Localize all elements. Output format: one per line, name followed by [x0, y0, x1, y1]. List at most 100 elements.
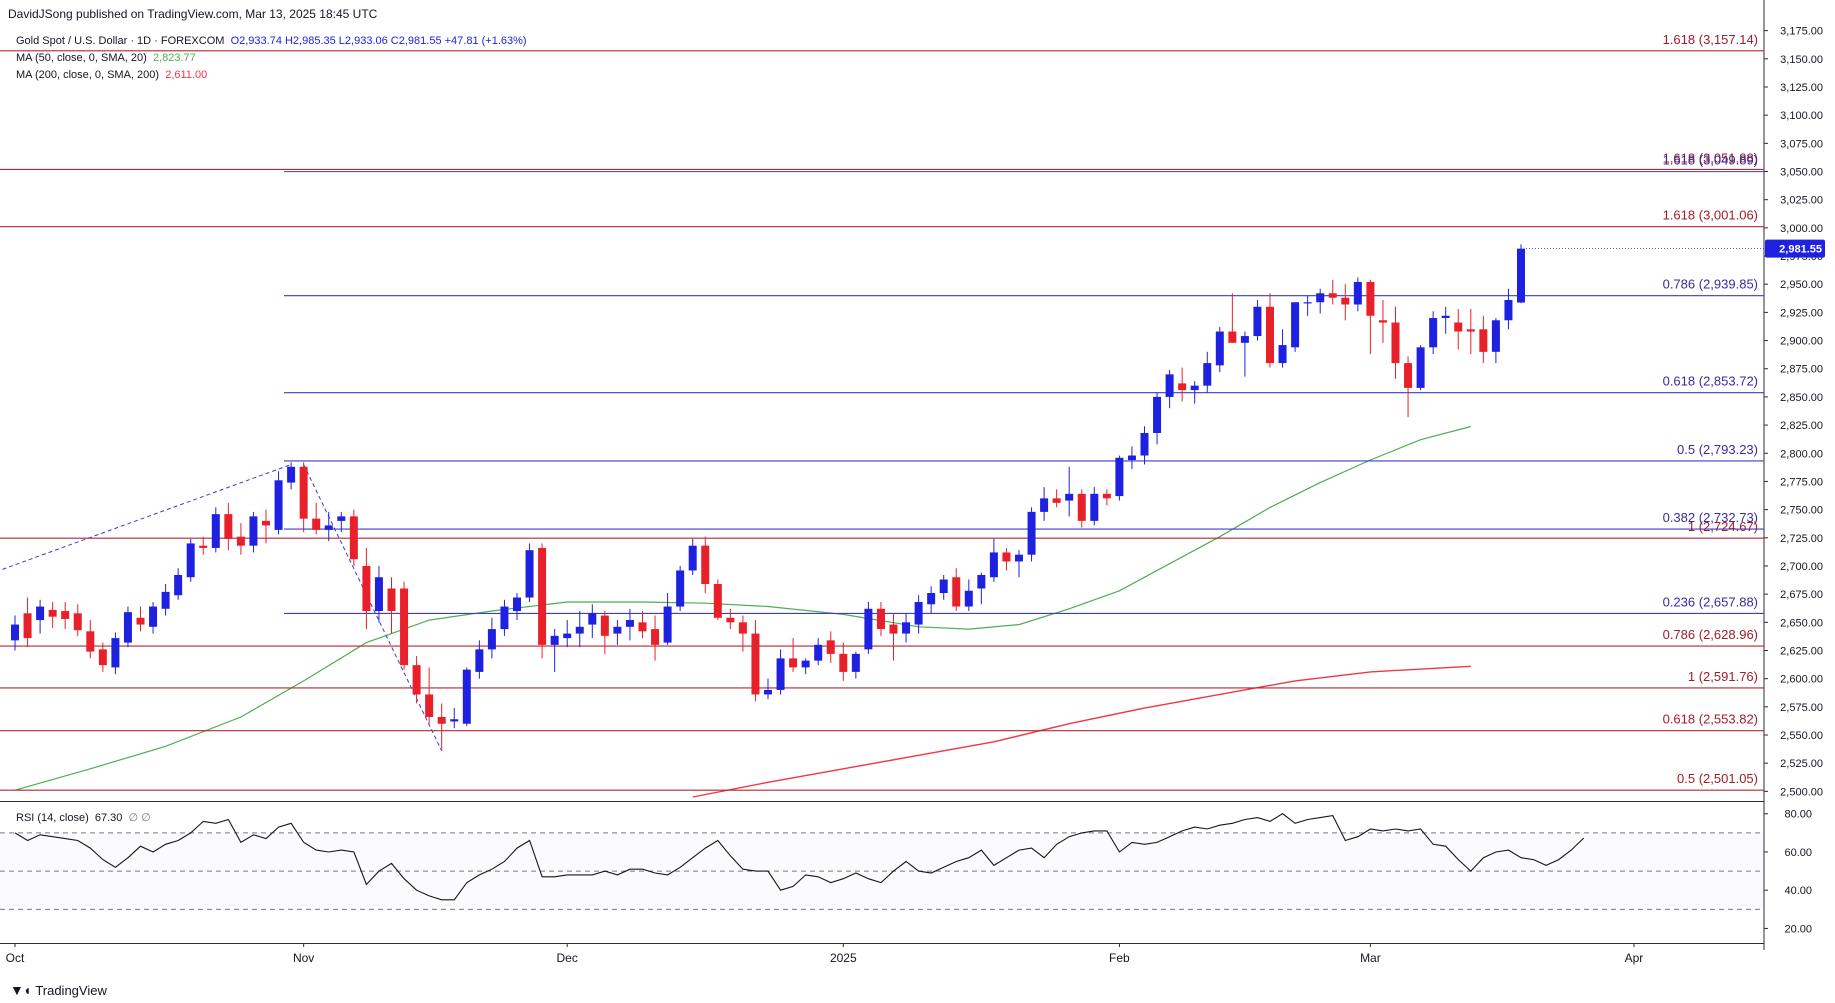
- price-tick-label: 3,075.00: [1780, 138, 1823, 150]
- candle-body: [550, 635, 559, 645]
- candle-body: [613, 626, 622, 634]
- candle-body: [952, 577, 961, 607]
- rsi-tick-label: 40.00: [1784, 885, 1812, 897]
- candle-body: [814, 644, 823, 661]
- candle-body: [751, 633, 760, 695]
- candle-body: [1441, 315, 1450, 319]
- candle-body: [1015, 554, 1023, 562]
- ma50-label: MA (50, close, 0, SMA, 20): [16, 52, 147, 64]
- candle-body: [876, 608, 885, 630]
- candle-body: [1002, 552, 1011, 562]
- candle-body: [287, 466, 296, 483]
- trend-line: [2, 464, 292, 570]
- fib-level-label: 1.618 (3,051.88): [1663, 150, 1758, 165]
- candle-body: [914, 602, 923, 625]
- candle-body: [826, 640, 835, 654]
- ma200-legend[interactable]: MA (200, close, 0, SMA, 200) 2,611.00: [16, 69, 207, 81]
- candle-body: [487, 629, 496, 650]
- candle-body: [1328, 293, 1337, 298]
- candle-body: [1027, 511, 1036, 555]
- ohlc-values: O2,933.74 H2,985.35 L2,933.06 C2,981.55 …: [230, 35, 527, 47]
- last-price-tag: [1765, 239, 1825, 258]
- candle-body: [1491, 320, 1500, 352]
- candle-body: [1165, 374, 1174, 397]
- candle-body: [977, 574, 986, 589]
- ma50-legend[interactable]: MA (50, close, 0, SMA, 20) 2,823.77: [16, 52, 196, 64]
- fib-level-label: 0.5 (2,793.23): [1677, 442, 1758, 457]
- candle-body: [1517, 248, 1525, 303]
- candle-body: [224, 514, 233, 539]
- price-tick-label: 2,925.00: [1780, 307, 1823, 319]
- fib-level-label: 0.618 (2,853.72): [1663, 374, 1758, 389]
- price-tick-label: 2,725.00: [1780, 533, 1823, 545]
- candle-body: [400, 588, 409, 666]
- fibonacci-levels[interactable]: 1.618 (3,157.14)1.618 (3,051.88)1.618 (3…: [0, 32, 1764, 791]
- rsi-pane: 20.00 40.00 60.00 80.00: [0, 809, 1812, 935]
- candle-body: [262, 520, 270, 526]
- candle-body: [1228, 331, 1237, 343]
- candle-body: [161, 591, 170, 609]
- candle-body: [1040, 498, 1049, 512]
- time-tick-label: Mar: [1360, 951, 1381, 965]
- chart-frame: [0, 0, 1765, 950]
- candle-body: [1127, 455, 1136, 461]
- candle-body: [149, 606, 158, 627]
- candle-body: [764, 689, 772, 695]
- candle-body: [249, 516, 258, 546]
- candle-body: [1479, 329, 1488, 352]
- candle-body: [186, 543, 195, 578]
- candle-body: [989, 552, 998, 578]
- candle-body: [1153, 396, 1162, 433]
- candle-body: [1291, 302, 1300, 348]
- candle-body: [374, 577, 383, 612]
- rsi-legend[interactable]: RSI (14, close) 67.30 ∅ ∅: [16, 811, 151, 824]
- candle-body: [1090, 493, 1099, 521]
- price-tick-label: 2,950.00: [1780, 279, 1823, 291]
- price-tick-label: 2,650.00: [1780, 617, 1823, 629]
- candle-body: [500, 606, 509, 630]
- candle-body: [98, 649, 107, 666]
- time-tick-label: Apr: [1625, 951, 1644, 965]
- rsi-label: RSI (14, close): [16, 812, 89, 824]
- fib-level-label: 1.618 (3,001.06): [1663, 208, 1758, 223]
- candle-body: [236, 536, 245, 546]
- ma200-label: MA (200, close, 0, SMA, 200): [16, 69, 160, 81]
- time-axis[interactable]: Oct Nov Dec 2025 Feb Mar Apr: [6, 943, 1644, 965]
- candle-body: [36, 606, 45, 621]
- price-tick-label: 2,850.00: [1780, 392, 1823, 404]
- candle-body: [425, 694, 434, 717]
- candle-body: [688, 545, 697, 571]
- candle-body: [48, 609, 57, 617]
- candle-body: [789, 658, 798, 668]
- candle-body: [199, 545, 208, 548]
- tradingview-logo[interactable]: ▼◖ TradingView: [10, 982, 107, 998]
- candle-body: [563, 633, 572, 639]
- candle-body: [1504, 299, 1513, 321]
- trend-lines[interactable]: [2, 464, 443, 752]
- fib-level-label: 0.236 (2,657.88): [1663, 594, 1758, 609]
- candle-body: [1052, 498, 1061, 503]
- rsi-line: [14, 813, 1585, 901]
- candle-body: [513, 597, 521, 612]
- candle-body: [1077, 493, 1086, 521]
- price-tick-label: 2,500.00: [1780, 786, 1823, 798]
- time-tick-label: Nov: [293, 951, 314, 965]
- candle-body: [174, 574, 183, 596]
- candlesticks: [11, 244, 1525, 751]
- candle-body: [1416, 347, 1425, 388]
- symbol-legend[interactable]: Gold Spot / U.S. Dollar · 1D · FOREXCOM …: [16, 35, 527, 47]
- candle-body: [1303, 302, 1312, 304]
- candle-body: [1115, 457, 1124, 497]
- candle-body: [1240, 336, 1249, 343]
- candle-body: [525, 550, 534, 598]
- ma50-value: 2,823.77: [152, 52, 196, 64]
- candle-body: [864, 608, 873, 650]
- candle-body: [1341, 297, 1350, 305]
- price-tick-label: 2,825.00: [1780, 420, 1823, 432]
- price-tick-label: 2,600.00: [1780, 674, 1823, 686]
- fib-level-label: 1.618 (3,049.89): [1663, 153, 1758, 168]
- last-price-label: 2,981.55: [1779, 244, 1822, 256]
- price-axis[interactable]: 2,500.00 2,525.00 2,550.00 2,575.00 2,600.00…: [1526, 26, 1825, 799]
- candle-body: [1140, 432, 1149, 456]
